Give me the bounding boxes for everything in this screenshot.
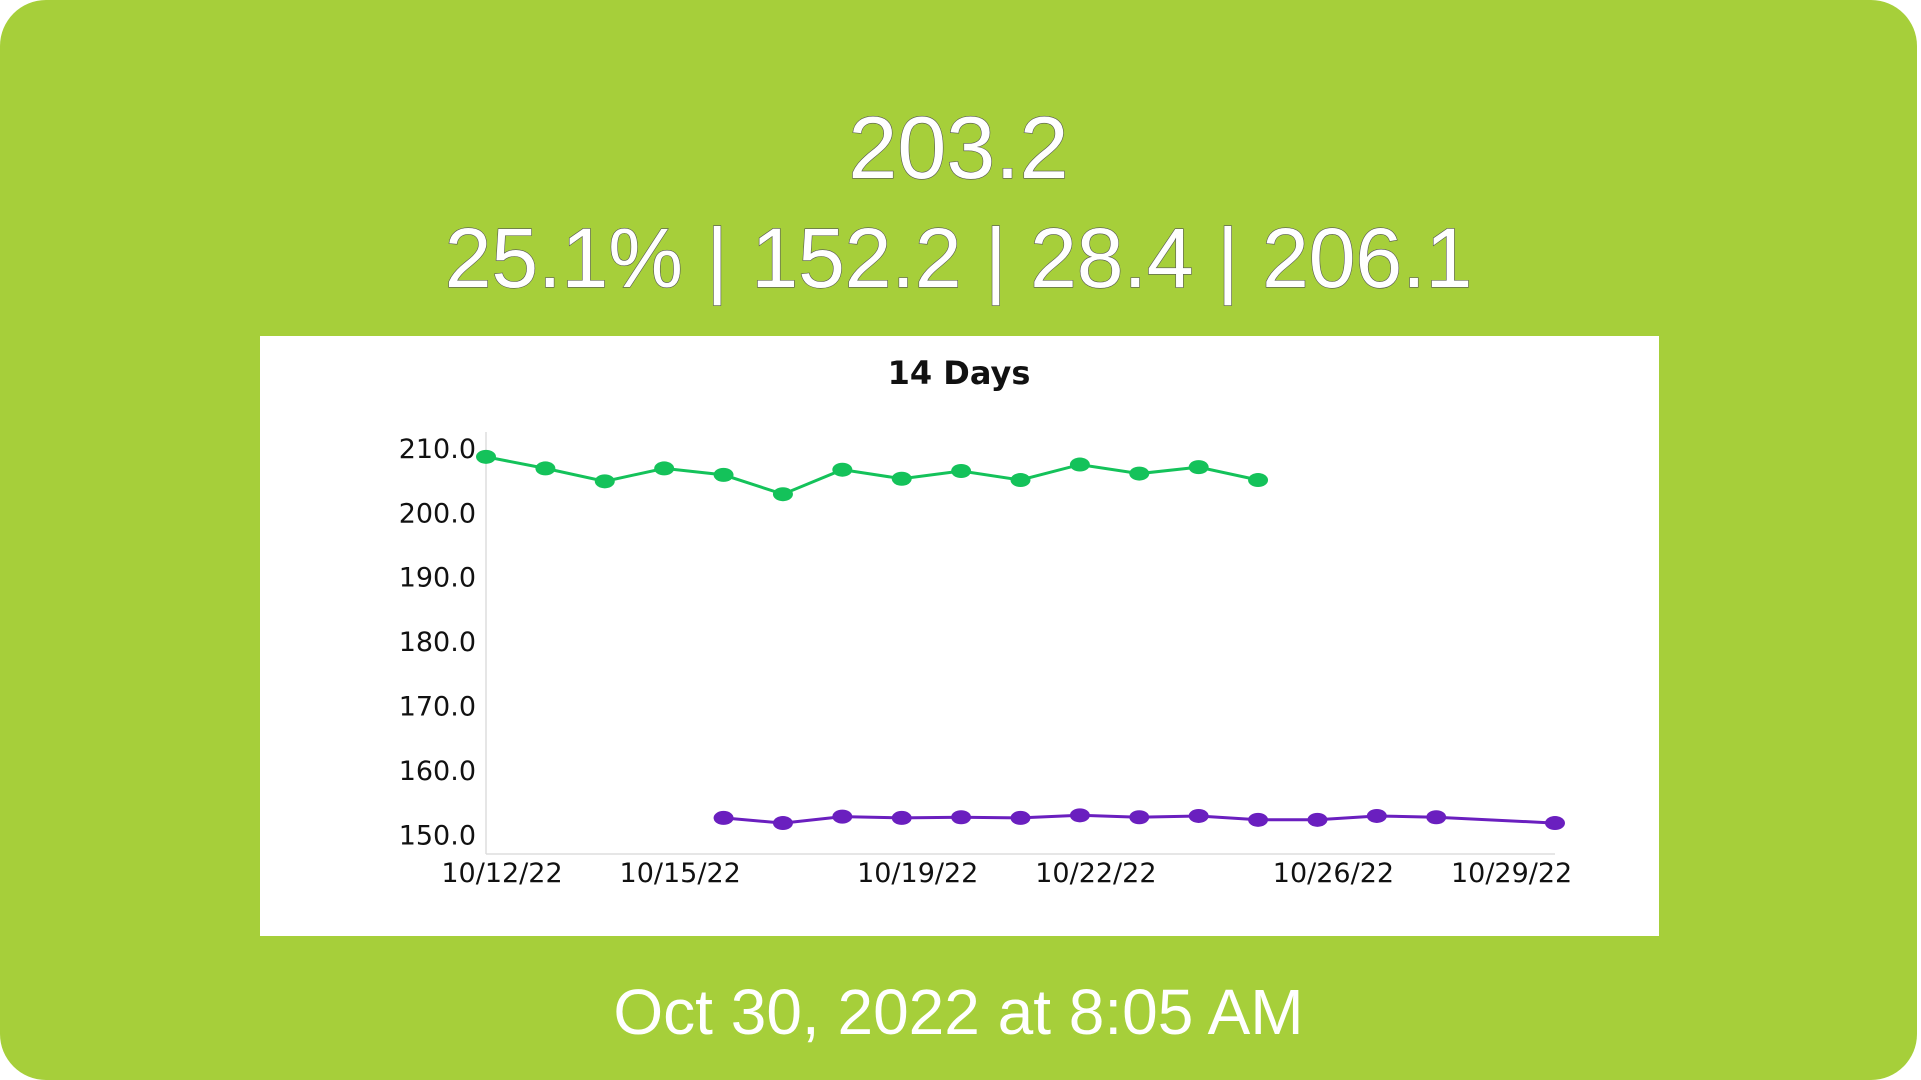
data-point	[1010, 473, 1031, 488]
data-point	[1010, 810, 1031, 825]
y-tick-label: 190.0	[399, 563, 476, 594]
x-tick-label: 10/19/22	[857, 858, 978, 889]
data-point	[1366, 808, 1387, 823]
data-point	[1129, 810, 1150, 825]
data-point	[1188, 460, 1209, 475]
y-tick-label: 200.0	[399, 498, 476, 529]
data-point	[891, 810, 912, 825]
chart-panel: 14 Days 150.0 160.0 170.0 180.0 190.0 200.0 21…	[260, 336, 1659, 936]
data-point	[951, 810, 972, 825]
data-point	[891, 471, 912, 486]
data-point	[832, 462, 853, 477]
data-point	[654, 461, 675, 476]
y-tick-label: 180.0	[399, 627, 476, 658]
x-tick-label: 10/22/22	[1035, 858, 1156, 889]
chart-series	[476, 449, 1565, 831]
data-point	[1426, 810, 1447, 825]
data-point	[1069, 808, 1090, 823]
y-tick-label: 170.0	[399, 692, 476, 723]
data-point	[1307, 812, 1328, 827]
x-axis-ticks: 10/12/22 10/15/22 10/19/22 10/22/22 10/26/22…	[441, 858, 1572, 889]
data-point	[476, 449, 496, 464]
data-point	[713, 810, 734, 825]
x-tick-label: 10/26/22	[1273, 858, 1394, 889]
data-point	[772, 816, 793, 831]
series-line-1	[485, 455, 1259, 496]
line-chart: 14 Days 150.0 160.0 170.0 180.0 190.0 200.0 21…	[399, 354, 1573, 889]
data-point	[832, 809, 853, 824]
last-updated-timestamp: Oct 30, 2022 at 8:05 AM	[613, 976, 1304, 1048]
data-point	[713, 467, 734, 482]
x-tick-label: 10/12/22	[441, 858, 562, 889]
data-point	[1545, 816, 1565, 831]
data-point	[1248, 473, 1269, 488]
data-point	[535, 461, 556, 476]
data-point	[1069, 457, 1090, 472]
data-point	[951, 464, 972, 479]
chart-title: 14 Days	[888, 354, 1031, 392]
data-point	[1248, 812, 1269, 827]
x-tick-label: 10/29/22	[1451, 858, 1572, 889]
y-tick-label: 210.0	[399, 434, 476, 465]
current-weight: 203.2	[848, 97, 1069, 197]
y-tick-label: 160.0	[399, 756, 476, 787]
data-point	[1188, 808, 1209, 823]
data-point	[772, 487, 793, 502]
x-tick-label: 10/15/22	[620, 858, 741, 889]
y-tick-label: 150.0	[399, 821, 476, 852]
y-axis-ticks: 150.0 160.0 170.0 180.0 190.0 200.0 210.0	[399, 434, 476, 852]
body-stats: 25.1% | 152.2 | 28.4 | 206.1	[444, 210, 1473, 305]
data-point	[594, 474, 615, 489]
data-point	[1129, 466, 1150, 481]
